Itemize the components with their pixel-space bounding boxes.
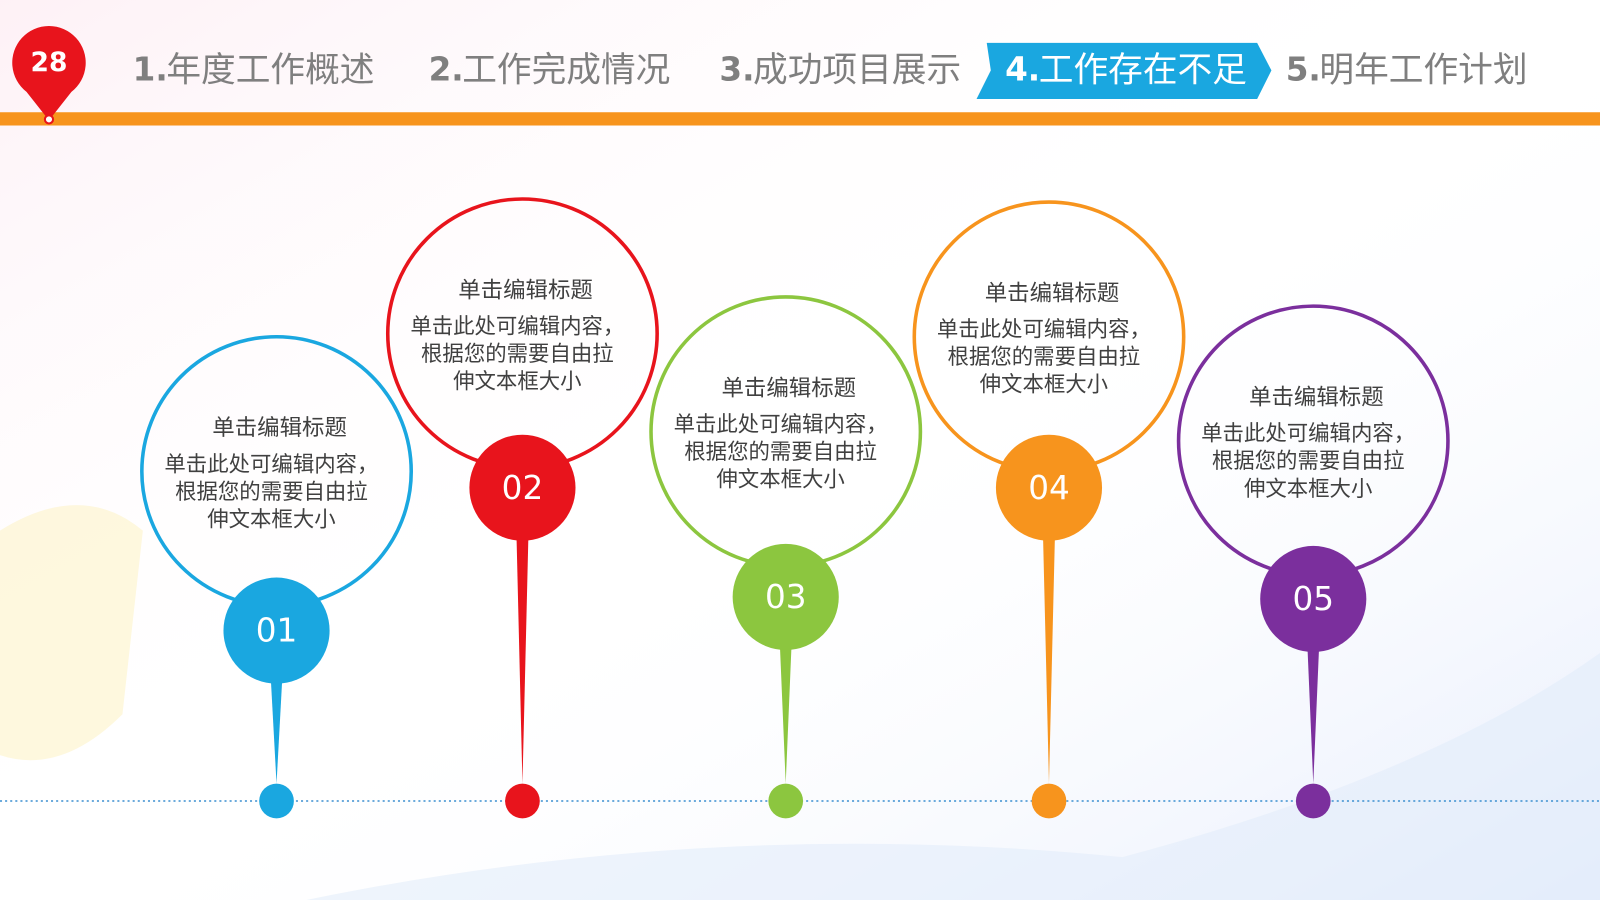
tab-label: 明年工作计划 [1319,50,1527,90]
item-body: 单击此处可编辑内容， [674,413,888,438]
item-number-circle [469,434,576,541]
timeline-dot [505,783,540,819]
tab-number: 1. [133,50,168,88]
item-pin [1042,528,1056,784]
item-body: 伸文本框大小 [716,468,844,493]
page-pin [12,26,86,121]
nav-tab[interactable]: 1.年度工作概述 [133,50,375,90]
tab-label: 工作存在不足 [1039,50,1247,90]
tab-label: 年度工作概述 [166,50,374,90]
timeline-dot [1295,783,1331,819]
item-body: 伸文本框大小 [1244,477,1372,502]
tab-label: 工作完成情况 [462,50,670,90]
item-body: 根据您的需要自由拉 [684,440,877,465]
item-pin [1307,639,1320,784]
item-number-circle [1260,545,1367,653]
item-number: 03 [765,578,807,616]
page-pin-dot [43,114,55,125]
item-title: 单击编辑标题 [458,277,593,303]
decor [0,505,143,761]
tab-number: 2. [429,50,464,88]
item-title: 单击编辑标题 [985,280,1120,306]
item-number: 05 [1292,580,1334,618]
nav-tab[interactable]: 2.工作完成情况 [429,50,671,90]
nav-tab[interactable]: 4.工作存在不足 [976,42,1272,99]
tab-number: 5. [1286,50,1321,88]
item-pin [270,671,283,784]
item-number: 02 [502,469,544,507]
item-number: 01 [256,612,298,650]
item-title: 单击编辑标题 [1249,384,1384,410]
item-title: 单击编辑标题 [212,415,347,441]
header-bar [0,112,1600,126]
item-body: 根据您的需要自由拉 [948,345,1141,370]
item-body: 根据您的需要自由拉 [421,342,614,367]
item-number-circle [223,577,330,684]
item-body: 单击此处可编辑内容， [1201,422,1415,447]
timeline-dot [259,783,294,819]
nav-tab[interactable]: 5.明年工作计划 [1286,50,1528,90]
item-number: 04 [1028,469,1070,507]
item-title: 单击编辑标题 [721,375,856,401]
item-body: 伸文本框大小 [207,507,335,532]
item-body: 单击此处可编辑内容， [164,452,378,477]
item-pin [779,637,792,784]
nav-tab[interactable]: 3.成功项目展示 [719,50,961,90]
item-body: 单击此处可编辑内容， [410,315,624,340]
tabs: 1.年度工作概述 2.工作完成情况 3.成功项目展示 4.工作存在不足 5.明年工作计划 [133,42,1528,99]
item-number-circle [732,543,839,650]
tab-number: 3. [719,50,754,88]
page-number: 28 [31,47,68,78]
tab-number: 4. [1005,50,1040,88]
timeline-dot [768,783,804,819]
decor [306,653,1600,900]
tab-label: 成功项目展示 [753,50,961,90]
timeline-dot [1031,783,1067,819]
item-body: 单击此处可编辑内容， [937,318,1151,343]
item-body: 伸文本框大小 [453,370,581,395]
item-body: 伸文本框大小 [980,373,1108,398]
items: 01单击编辑标题单击此处可编辑内容，根据您的需要自由拉伸文本框大小02单击编辑标… [140,197,1450,819]
item-number-circle [995,434,1103,541]
active-tab-bg [976,42,1272,99]
item-body: 根据您的需要自由拉 [175,480,368,505]
item-body: 根据您的需要自由拉 [1212,449,1405,474]
item-pin [516,528,529,784]
